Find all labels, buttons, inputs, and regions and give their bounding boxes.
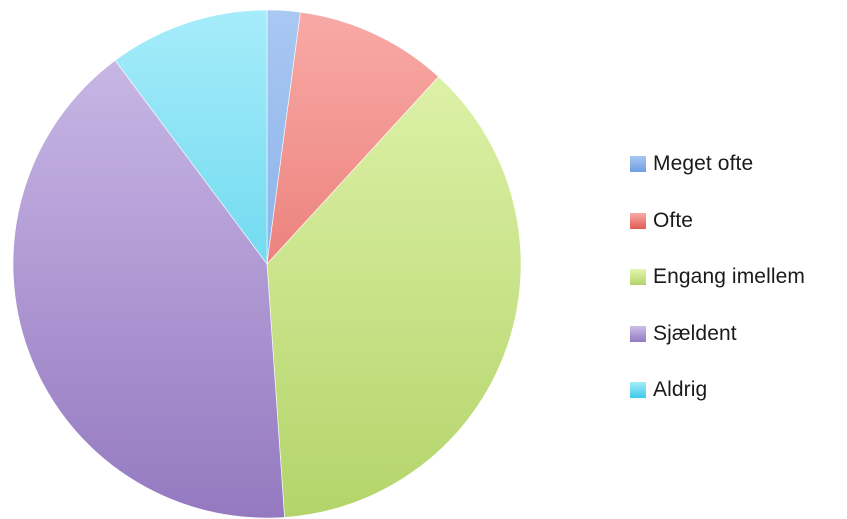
pie-slice-ofte [266, 11, 439, 265]
pie-slices [12, 9, 522, 519]
legend-label-aldrig: Aldrig [653, 378, 708, 402]
legend-swatch-ofte [630, 212, 646, 229]
pie-slice-engang-imellem [266, 76, 522, 518]
pie-plot-area [12, 9, 522, 519]
legend: Meget ofte Ofte Engang imellem Sjældent … [630, 136, 805, 419]
legend-swatch-aldrig [630, 382, 646, 399]
legend-swatch-meget-ofte [630, 156, 646, 173]
legend-item-sjaeldent: Sjældent [630, 306, 805, 363]
legend-label-ofte: Ofte [653, 208, 694, 232]
legend-item-ofte: Ofte [630, 193, 805, 250]
legend-label-sjaeldent: Sjældent [653, 321, 737, 345]
pie-slice-aldrig [114, 9, 268, 265]
pie-slice-sjaeldent [12, 59, 285, 519]
legend-item-engang-imellem: Engang imellem [630, 249, 805, 306]
legend-swatch-sjaeldent [630, 325, 646, 342]
legend-item-meget-ofte: Meget ofte [630, 136, 805, 193]
legend-label-engang-imellem: Engang imellem [653, 265, 805, 289]
legend-label-meget-ofte: Meget ofte [653, 152, 754, 176]
legend-item-aldrig: Aldrig [630, 362, 805, 419]
legend-swatch-engang-imellem [630, 269, 646, 286]
